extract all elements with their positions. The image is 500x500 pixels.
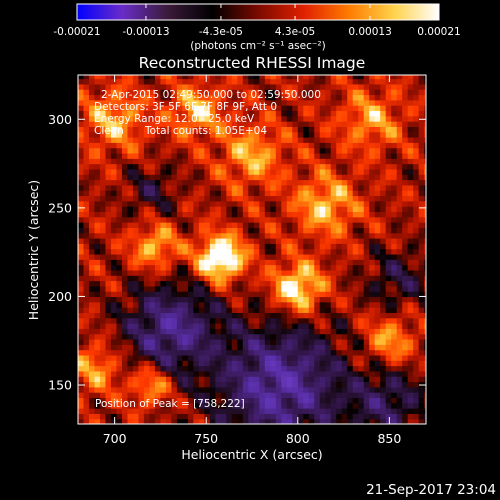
x-axis-label: Heliocentric X (arcsec) — [181, 447, 322, 462]
colorbar-tick-label: -0.00013 — [122, 26, 169, 38]
annotation-total-counts: Total counts: 1.05E+04 — [144, 125, 267, 137]
annotation-peak-position: Position of Peak = [758,222] — [95, 398, 245, 410]
colorbar-unit-label: (photons cm⁻² s⁻¹ asec⁻²) — [190, 40, 325, 52]
x-tick-label: 750 — [194, 431, 218, 446]
colorbar — [76, 3, 440, 21]
annotation-algorithm: Clean — [94, 125, 124, 137]
colorbar-ticks: -0.00021 -0.00013 -4.3e-05 4.3e-05 0.00013 0.… — [53, 4, 461, 38]
colorbar-tick-label: 0.00021 — [417, 26, 460, 38]
y-axis-label: Heliocentric Y (arcsec) — [26, 180, 41, 320]
x-tick-label: 850 — [377, 431, 401, 446]
heatmap — [78, 75, 426, 424]
x-tick-label: 800 — [286, 431, 310, 446]
plot-frame — [77, 74, 427, 425]
colorbar-tick-label: 0.00013 — [348, 26, 391, 38]
colorbar-tick-label: -0.00021 — [53, 26, 100, 38]
footer-timestamp: 21-Sep-2017 23:04 — [366, 482, 496, 498]
annotation-energy-range: Energy Range: 12.0 - 25.0 keV — [94, 113, 255, 125]
colorbar-tick-label: 4.3e-05 — [275, 26, 315, 38]
y-tick-label: 300 — [48, 112, 72, 127]
y-tick-label: 150 — [48, 378, 72, 393]
chart-title: Reconstructed RHESSI Image — [139, 54, 366, 72]
y-tick-label: 200 — [48, 289, 72, 304]
colorbar-tick-label: -4.3e-05 — [199, 26, 243, 38]
annotation-time-range: 2-Apr-2015 02:49:50.000 to 02:59:50.000 — [101, 89, 321, 101]
y-tick-label: 250 — [48, 200, 72, 215]
x-tick-label: 700 — [103, 431, 127, 446]
annotation-detectors: Detectors: 3F 5F 6F 7F 8F 9F, Att 0 — [94, 101, 277, 113]
